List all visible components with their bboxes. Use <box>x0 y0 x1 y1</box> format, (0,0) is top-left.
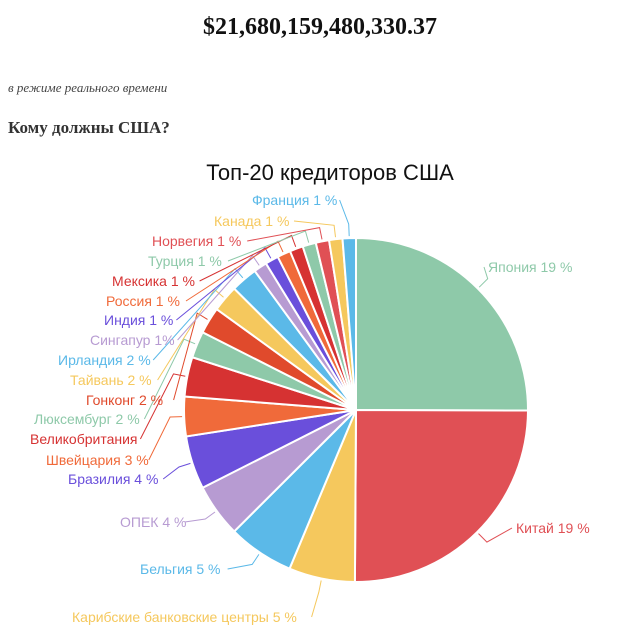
slice-labels: Япония 19 % Китай 19 % Карибские банковски… <box>30 192 590 625</box>
leader-line <box>176 247 272 321</box>
leader-line <box>199 234 297 282</box>
realtime-note: в режиме реального времени <box>8 80 168 95</box>
leader-line <box>227 230 310 262</box>
slice-label: Бельгия 5 % <box>140 561 221 577</box>
slice-label: Турция 1 % <box>148 253 222 269</box>
leader-line <box>293 220 336 238</box>
section-question: Кому должны США? <box>8 118 170 137</box>
leader-line <box>227 554 260 570</box>
slice-label: ОПЕК 4 % <box>120 514 186 530</box>
slice-label: Россия 1 % <box>106 293 180 309</box>
slice-label: Великобритания <box>30 431 138 447</box>
pie-slices <box>183 236 530 584</box>
pie-slice <box>355 236 530 412</box>
leader-line <box>173 312 208 401</box>
slice-label: Мексика 1 % <box>112 273 195 289</box>
leader-line <box>478 266 489 288</box>
leader-line <box>162 462 191 480</box>
slice-label: Люксембург 2 % <box>34 411 140 427</box>
slice-label: Сингапур 1% <box>90 332 175 348</box>
leader-line <box>143 338 196 420</box>
slice-label: Тайвань 2 % <box>70 372 152 388</box>
leader-line <box>177 254 260 341</box>
slice-label: Япония 19 % <box>488 259 572 275</box>
slice-label: Гонконг 2 % <box>86 392 163 408</box>
slice-label: Бразилия 4 % <box>68 471 158 487</box>
slice-label: Франция 1 % <box>252 192 337 208</box>
chart-title: Топ-20 кредиторов США <box>206 160 454 185</box>
leader-line <box>311 580 322 618</box>
leader-line <box>478 527 513 543</box>
slice-label: Канада 1 % <box>214 213 289 229</box>
leader-line <box>247 227 323 242</box>
leader-line <box>148 416 183 461</box>
pie-slice <box>341 236 357 411</box>
slice-label: Китай 19 % <box>516 520 590 536</box>
total-debt-value: $21,680,159,480,330.37 <box>203 14 437 40</box>
slice-label: Карибские банковские центры 5 % <box>72 609 297 625</box>
pie-slice <box>353 408 530 584</box>
leader-line <box>184 511 216 523</box>
slice-label: Швейцария 3 % <box>46 452 149 468</box>
leader-line <box>339 199 350 237</box>
slice-label: Ирландия 2 % <box>58 352 151 368</box>
leader-line <box>139 373 186 440</box>
label-leaders <box>139 199 513 618</box>
slice-label: Норвегия 1 % <box>152 233 241 249</box>
slice-label: Индия 1 % <box>104 312 173 328</box>
